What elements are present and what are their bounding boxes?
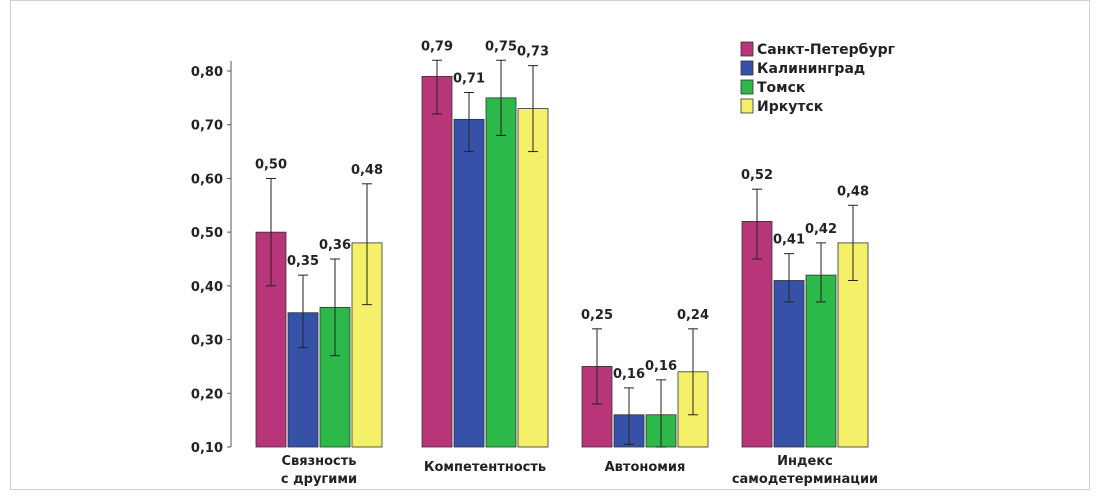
legend-label: Санкт-Петербург [757,42,895,58]
bar [453,118,485,448]
chart-frame: 0,10 0,20 0,30 0,40 0,50 0,60 0,70 0,80 0,50 0,79… [10,0,1090,490]
bar [485,97,517,448]
y-tick-label: 0,40 [191,280,223,295]
legend-swatch [740,79,754,95]
bar [805,274,837,448]
data-label: 0,48 [351,163,383,178]
data-label: 0,75 [485,39,517,54]
category-label: Компетентность [424,460,546,475]
y-tick-label: 0,80 [191,65,223,80]
category-label: самодетерминации [732,472,878,487]
legend-label: Томск [757,80,806,96]
bar [773,280,805,448]
data-label: 0,35 [287,254,319,269]
data-label: 0,42 [805,222,837,237]
y-tick-label: 0,70 [191,119,223,134]
data-label: 0,41 [773,233,805,248]
legend-swatch [740,41,754,57]
legend-label: Калининград [757,61,865,77]
bar [421,75,453,448]
legend-swatch [740,60,754,76]
y-tick-label: 0,50 [191,226,223,241]
data-label: 0,36 [319,238,351,253]
data-label: 0,16 [613,367,645,382]
legend-swatch [740,98,754,114]
data-label: 0,71 [453,71,485,86]
data-label: 0,79 [421,39,453,54]
data-label: 0,50 [255,157,287,172]
y-tick-label: 0,30 [191,334,223,349]
data-label: 0,24 [677,308,709,323]
y-tick-label: 0,10 [191,441,223,456]
data-label: 0,48 [837,184,869,199]
category-label: Индекс [777,454,833,469]
bar-chart: 0,10 0,20 0,30 0,40 0,50 0,60 0,70 0,80 0,50 0,79… [191,39,895,487]
y-tick-label: 0,20 [191,387,223,402]
category-label: с другими [281,472,357,487]
legend-label: Иркутск [757,99,824,115]
bar [517,108,549,448]
data-label: 0,16 [645,359,677,374]
category-label: Автономия [605,460,686,475]
y-tick-label: 0,60 [191,172,223,187]
data-label: 0,73 [517,45,549,60]
data-label: 0,52 [741,168,773,183]
category-label: Связность [281,454,356,469]
data-label: 0,25 [581,308,613,323]
